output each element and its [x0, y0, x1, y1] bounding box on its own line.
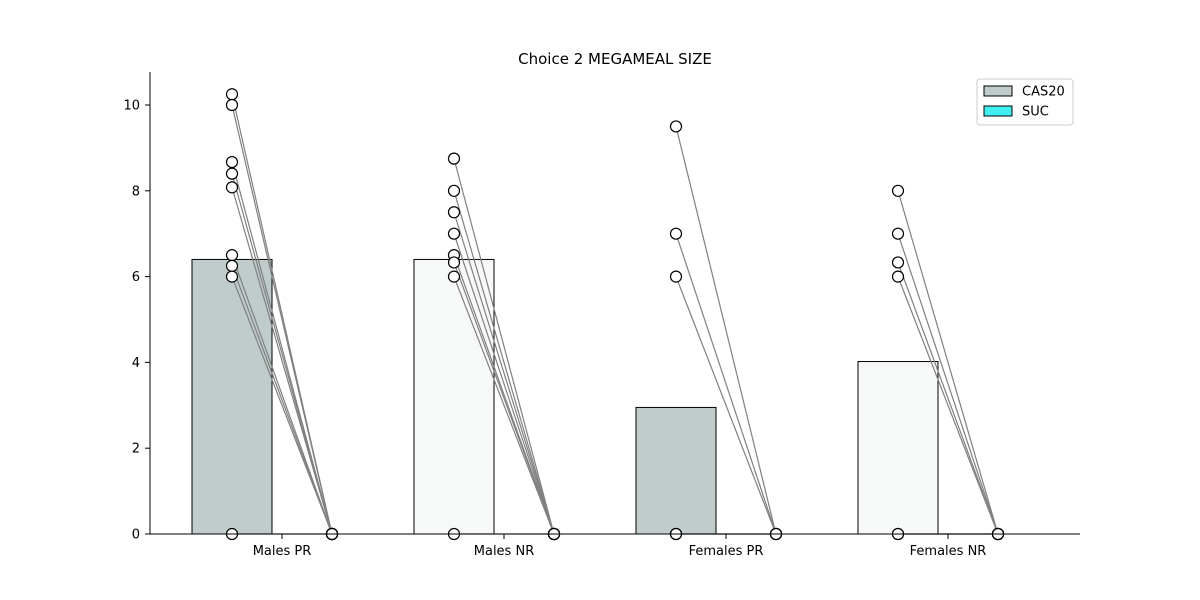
point-cas20	[891, 256, 905, 269]
bar-cas20-males-pr	[191, 258, 273, 535]
bar-cas20-females-nr	[857, 361, 939, 535]
pair-line	[231, 276, 333, 535]
x-tick-label: Males NR	[474, 544, 534, 559]
point-cas20	[225, 155, 239, 169]
point-cas20	[891, 184, 905, 197]
chart-title: Choice 2 MEGAMEAL SIZE	[518, 50, 712, 68]
point-cas20	[225, 270, 239, 283]
point-cas20	[669, 270, 683, 283]
bar-cas20-males-nr	[413, 258, 495, 535]
point-cas20	[225, 259, 239, 272]
point-cas20	[225, 88, 239, 101]
pair-line	[453, 212, 555, 535]
pair-line	[231, 187, 333, 535]
point-cas20	[447, 270, 461, 283]
legend-label-suc: SUC	[1022, 105, 1049, 120]
pair-line	[231, 104, 333, 535]
point-cas20	[225, 181, 239, 194]
pair-line	[675, 233, 777, 535]
pair-line	[897, 262, 999, 535]
x-tick-label: Females NR	[910, 544, 987, 559]
pair-line	[453, 158, 555, 535]
y-tick-label: 2	[132, 442, 140, 457]
point-cas20	[225, 98, 239, 112]
bar-cas20-females-pr	[635, 406, 717, 535]
pair-line	[231, 265, 333, 535]
pair-line	[897, 190, 999, 535]
point-cas20	[447, 152, 461, 165]
point-cas20	[891, 227, 905, 240]
pair-line	[453, 233, 555, 535]
point-cas20	[447, 206, 461, 219]
point-cas20	[891, 270, 905, 283]
point-cas20	[225, 167, 239, 180]
point-cas20	[225, 249, 239, 262]
point-cas20	[447, 256, 461, 269]
x-tick-label: Females PR	[689, 544, 764, 559]
pair-line	[675, 276, 777, 535]
pair-line	[231, 173, 333, 535]
point-cas20	[669, 120, 683, 133]
y-tick-label: 4	[132, 356, 140, 371]
legend-swatch-suc	[983, 105, 1013, 117]
pair-line	[675, 126, 777, 535]
legend-swatch-cas20	[983, 85, 1013, 97]
x-tick-label: Males PR	[253, 544, 312, 559]
axes-layer: 0 2 4 6 8 10 Males PR Males NR Females PR Females…	[123, 72, 1080, 559]
pair-line	[453, 262, 555, 535]
pair-line	[231, 254, 333, 535]
bars-layer	[191, 258, 1039, 535]
point-cas20	[447, 227, 461, 240]
point-cas20	[447, 184, 461, 197]
y-tick-label: 10	[123, 99, 140, 114]
y-tick-label: 6	[132, 270, 140, 285]
pair-line	[453, 190, 555, 535]
y-tick-label: 8	[132, 184, 140, 199]
pair-line	[897, 276, 999, 535]
y-tick-label: 0	[132, 528, 140, 543]
point-cas20	[669, 227, 683, 240]
legend-label-cas20: CAS20	[1022, 85, 1065, 100]
pair-line	[453, 276, 555, 535]
legend: CAS20 SUC	[976, 78, 1074, 126]
pair-line	[897, 233, 999, 535]
